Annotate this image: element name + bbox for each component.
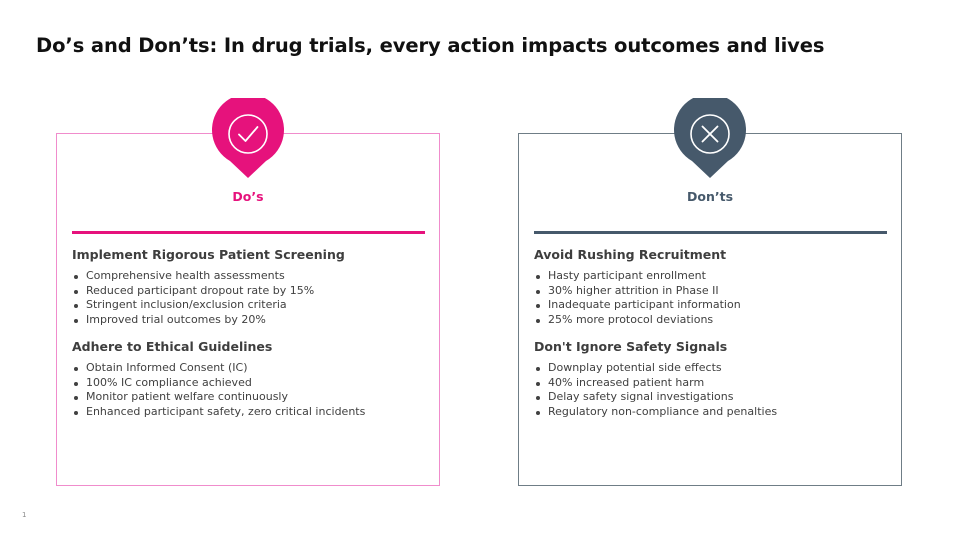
bullet-item: Obtain Informed Consent (IC) bbox=[72, 361, 429, 376]
bullet-item: Stringent inclusion/exclusion criteria bbox=[72, 298, 429, 313]
bullet-item: Regulatory non-compliance and penalties bbox=[534, 405, 891, 420]
bullet-item: Hasty participant enrollment bbox=[534, 269, 891, 284]
section-title: Implement Rigorous Patient Screening bbox=[72, 247, 345, 262]
donts-section: Avoid Rushing Recruitment Hasty particip… bbox=[534, 246, 891, 327]
section-title: Adhere to Ethical Guidelines bbox=[72, 339, 273, 354]
x-mark-icon bbox=[674, 98, 746, 179]
bullet-list: Comprehensive health assessments Reduced… bbox=[72, 269, 429, 327]
section-title: Don't Ignore Safety Signals bbox=[534, 339, 728, 354]
bullet-item: Enhanced participant safety, zero critic… bbox=[72, 405, 429, 420]
slide-title: Do’s and Don’ts: In drug trials, every a… bbox=[36, 34, 825, 57]
donts-section: Don't Ignore Safety Signals Downplay pot… bbox=[534, 338, 891, 419]
dos-section: Implement Rigorous Patient Screening Com… bbox=[72, 246, 429, 327]
bullet-list: Hasty participant enrollment 30% higher … bbox=[534, 269, 891, 327]
bullet-item: 30% higher attrition in Phase II bbox=[534, 284, 891, 299]
dos-section: Adhere to Ethical Guidelines Obtain Info… bbox=[72, 338, 429, 419]
section-title: Avoid Rushing Recruitment bbox=[534, 247, 727, 262]
bullet-item: Reduced participant dropout rate by 15% bbox=[72, 284, 429, 299]
dos-panel: Do’s Implement Rigorous Patient Screenin… bbox=[56, 98, 440, 486]
bullet-item: 25% more protocol deviations bbox=[534, 313, 891, 328]
bullet-item: Downplay potential side effects bbox=[534, 361, 891, 376]
bullet-item: Comprehensive health assessments bbox=[72, 269, 429, 284]
page-number: 1 bbox=[22, 511, 27, 519]
donts-heading: Don’ts bbox=[686, 189, 734, 204]
dos-divider bbox=[72, 231, 425, 234]
bullet-list: Obtain Informed Consent (IC) 100% IC com… bbox=[72, 361, 429, 419]
bullet-item: Inadequate participant information bbox=[534, 298, 891, 313]
dos-heading: Do’s bbox=[232, 189, 264, 204]
donts-divider bbox=[534, 231, 887, 234]
donts-panel: Don’ts Avoid Rushing Recruitment Hasty p… bbox=[518, 98, 902, 486]
bullet-item: Improved trial outcomes by 20% bbox=[72, 313, 429, 328]
bullet-item: Delay safety signal investigations bbox=[534, 390, 891, 405]
checkmark-icon bbox=[212, 98, 284, 179]
bullet-item: 100% IC compliance achieved bbox=[72, 376, 429, 391]
bullet-item: Monitor patient welfare continuously bbox=[72, 390, 429, 405]
bullet-list: Downplay potential side effects 40% incr… bbox=[534, 361, 891, 419]
bullet-item: 40% increased patient harm bbox=[534, 376, 891, 391]
